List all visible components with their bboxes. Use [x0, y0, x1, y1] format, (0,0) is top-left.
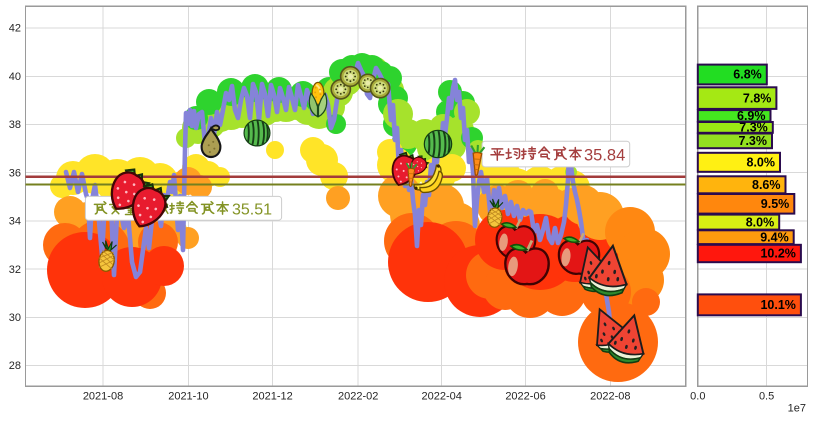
svg-text:30: 30 — [9, 312, 21, 324]
svg-text:28: 28 — [9, 360, 21, 372]
svg-text:32: 32 — [9, 264, 21, 276]
svg-text:10.2%: 10.2% — [760, 247, 795, 261]
svg-text:2022-08: 2022-08 — [590, 391, 630, 403]
svg-text:35.84: 35.84 — [584, 146, 625, 164]
svg-text:2022-06: 2022-06 — [505, 391, 545, 403]
svg-text:8.0%: 8.0% — [747, 156, 776, 170]
svg-text:7.3%: 7.3% — [739, 121, 768, 135]
svg-text:9.5%: 9.5% — [761, 197, 790, 211]
svg-text:8.0%: 8.0% — [746, 215, 775, 229]
svg-text:2021-12: 2021-12 — [252, 391, 292, 403]
svg-text:2022-04: 2022-04 — [422, 391, 462, 403]
svg-text:2021-08: 2021-08 — [83, 391, 123, 403]
svg-text:7.8%: 7.8% — [743, 91, 772, 105]
svg-text:1e7: 1e7 — [788, 403, 806, 415]
svg-text:36: 36 — [9, 167, 21, 179]
svg-text:35.51: 35.51 — [232, 202, 272, 219]
svg-text:9.4%: 9.4% — [760, 230, 789, 244]
svg-text:42: 42 — [9, 23, 21, 35]
svg-text:7.3%: 7.3% — [739, 134, 768, 148]
svg-text:8.6%: 8.6% — [752, 178, 781, 192]
svg-text:40: 40 — [9, 71, 21, 83]
svg-text:6.9%: 6.9% — [737, 109, 766, 123]
svg-text:38: 38 — [9, 119, 21, 131]
svg-text:6.8%: 6.8% — [733, 68, 762, 82]
svg-text:0.5: 0.5 — [759, 391, 774, 403]
svg-text:10.1%: 10.1% — [760, 298, 795, 312]
svg-text:2022-02: 2022-02 — [338, 391, 378, 403]
svg-text:0.0: 0.0 — [690, 391, 705, 403]
svg-text:34: 34 — [9, 216, 21, 228]
svg-text:2021-10: 2021-10 — [168, 391, 208, 403]
